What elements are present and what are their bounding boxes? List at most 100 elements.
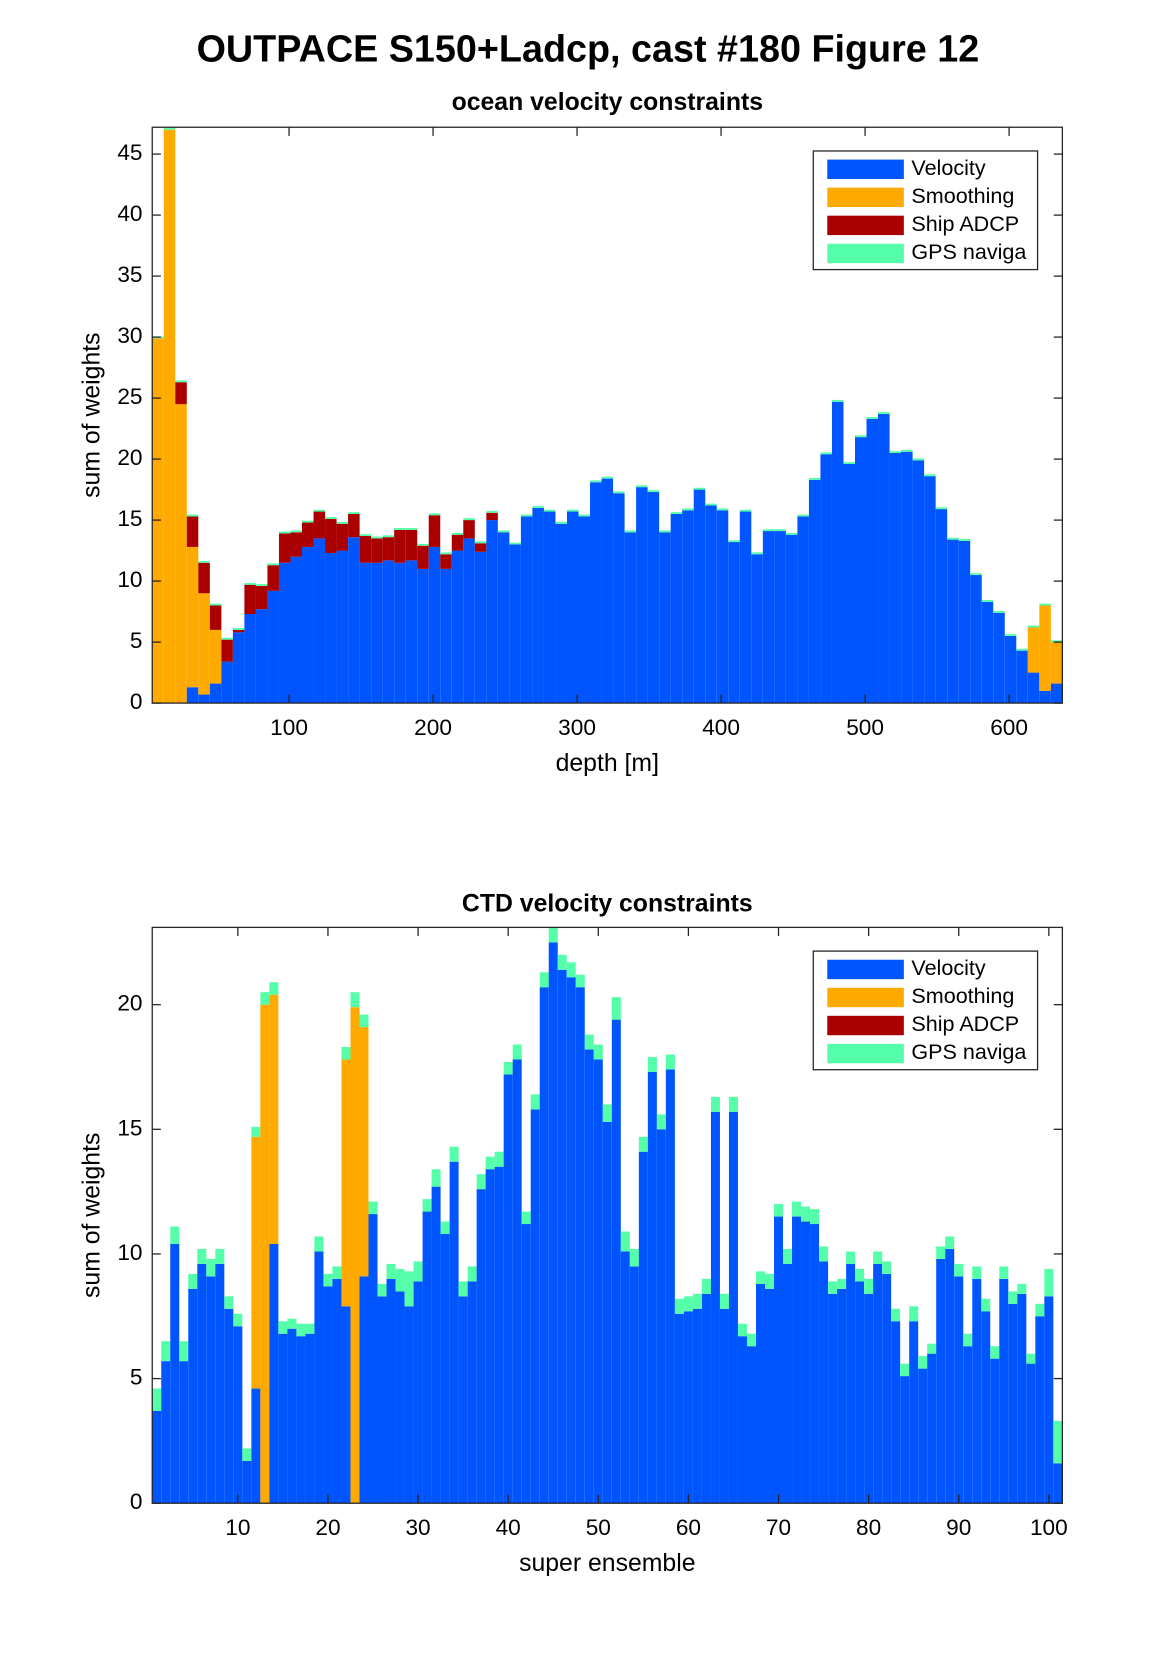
bar-segment — [846, 1263, 856, 1504]
bar-segment — [244, 582, 256, 585]
bar-segment — [422, 1211, 432, 1504]
bar-segment — [566, 511, 579, 704]
bar-segment — [873, 1251, 883, 1264]
bar-segment — [963, 1333, 973, 1347]
bar-segment — [539, 987, 549, 1504]
bar-segment — [530, 1109, 540, 1504]
bar-segment — [532, 506, 544, 508]
bar-segment — [290, 556, 303, 704]
bar-segment — [395, 1268, 405, 1292]
x-tick-label: 200 — [414, 715, 452, 740]
bar-segment — [751, 552, 763, 555]
bars — [152, 127, 1063, 704]
bar-segment — [593, 1044, 603, 1060]
bar-segment — [336, 523, 349, 551]
bar-segment — [186, 687, 199, 704]
bar-segment — [762, 529, 775, 532]
bar-segment — [693, 489, 706, 704]
bar-segment — [972, 1278, 982, 1504]
bar-segment — [161, 1361, 171, 1504]
bar-segment — [467, 1281, 477, 1504]
bar-segment — [924, 474, 936, 477]
bar-segment — [889, 451, 902, 453]
bar-segment — [624, 532, 637, 704]
bar-segment — [163, 127, 176, 130]
bar-segment — [611, 1019, 621, 1504]
bar-segment — [188, 1288, 198, 1504]
bar-segment — [1027, 627, 1040, 673]
legend-label: GPS naviga — [911, 1039, 1026, 1064]
bar-segment — [909, 1321, 919, 1504]
bar-segment — [221, 637, 233, 640]
bar-segment — [918, 1368, 928, 1504]
bar-segment — [413, 1261, 423, 1282]
bar-segment — [267, 590, 279, 704]
bar-segment — [891, 1321, 901, 1504]
bar-segment — [774, 1216, 784, 1504]
bar-segment — [267, 563, 279, 566]
bar-segment — [386, 1278, 396, 1504]
bar-segment — [620, 1231, 630, 1252]
bar-segment — [866, 416, 879, 419]
bar-segment — [746, 1333, 756, 1347]
bar-segment — [739, 511, 752, 704]
x-tick-label: 80 — [856, 1515, 881, 1540]
bar-segment — [417, 568, 429, 704]
bar-segment — [278, 562, 291, 704]
bar-segment — [440, 554, 452, 569]
bar-segment — [313, 511, 326, 539]
axes-box — [151, 126, 1064, 704]
bar-segment — [278, 531, 291, 534]
bar-segment — [882, 1261, 892, 1274]
bar-segment — [710, 1096, 720, 1112]
bar-segment — [864, 1293, 874, 1504]
bar-segment — [764, 1288, 775, 1504]
bar-segment — [302, 546, 314, 704]
bar-segment — [1053, 1463, 1063, 1504]
bar-segment — [792, 1201, 802, 1217]
bar-segment — [188, 1273, 198, 1289]
bar-segment — [449, 1161, 459, 1504]
bar-segment — [296, 1323, 306, 1337]
bar-segment — [737, 1336, 747, 1504]
bar-segment — [981, 1298, 991, 1312]
legend-label: Smoothing — [911, 183, 1014, 208]
bar-segment — [224, 1308, 234, 1504]
bar-segment — [1026, 1363, 1036, 1504]
legend-label: Velocity — [911, 155, 985, 180]
bar-segment — [287, 1328, 297, 1504]
bar-segment — [624, 530, 637, 533]
bar-segment — [710, 1111, 720, 1504]
bar-segment — [325, 518, 337, 554]
bar-segment — [476, 1174, 486, 1190]
bar-segment — [566, 962, 576, 978]
bar-segment — [440, 1234, 450, 1504]
bar-segment — [221, 639, 233, 662]
axes-box — [151, 926, 1064, 1504]
bar-segment — [557, 969, 567, 1504]
bar-segment — [161, 1341, 171, 1362]
bar-segment — [801, 1221, 811, 1504]
bar-segment — [719, 1293, 729, 1309]
bar-segment — [831, 401, 844, 704]
figure-title: OUTPACE S150+Ladcp, cast #180 Figure 12 — [197, 28, 980, 70]
bar-segment — [440, 568, 452, 704]
bar-segment — [958, 540, 971, 704]
bar-segment — [224, 1296, 234, 1309]
bar-segment — [705, 503, 717, 506]
bar-segment — [638, 1136, 648, 1152]
legend-label: Smoothing — [911, 983, 1014, 1008]
bar-segment — [509, 542, 521, 545]
bar-segment — [566, 977, 576, 1504]
bar-segment — [451, 532, 464, 535]
bar-segment — [232, 632, 245, 704]
bar-segment — [947, 537, 959, 540]
bar-segment — [215, 1248, 225, 1264]
bar-segment — [359, 1276, 369, 1504]
bar-segment — [451, 550, 464, 704]
bar-segment — [728, 1111, 738, 1504]
y-tick-label: 25 — [117, 384, 142, 409]
bar-segment — [532, 507, 544, 704]
bar-segment — [693, 487, 706, 490]
bar-segment — [290, 532, 303, 557]
